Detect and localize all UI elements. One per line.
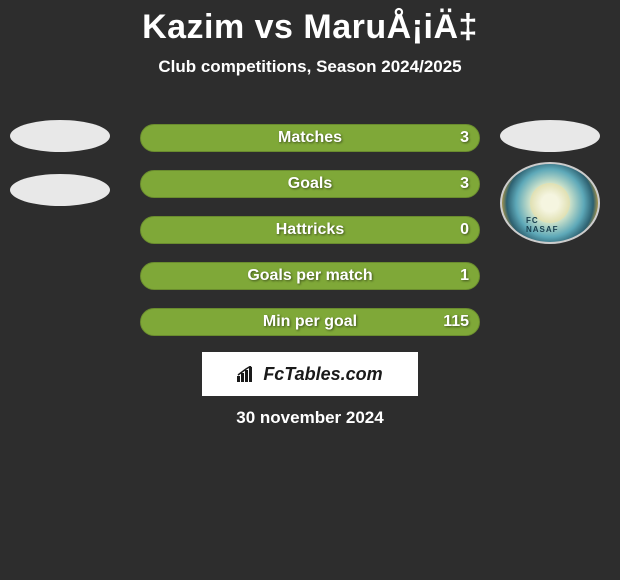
stat-label: Goals [288,175,332,193]
subtitle: Club competitions, Season 2024/2025 [0,57,620,77]
placeholder-badge [10,174,110,206]
stat-row-min-per-goal: Min per goal 115 [140,308,480,336]
club-name: FC NASAF [526,216,574,234]
page-title: Kazim vs MaruÅ¡iÄ‡ [0,0,620,47]
stat-value: 0 [460,221,469,239]
stat-row-goals: Goals 3 [140,170,480,198]
placeholder-badge [500,120,600,152]
club-logo: FC NASAF [500,162,600,244]
chart-icon [237,366,257,382]
stat-label: Min per goal [263,313,357,331]
stat-value: 3 [460,129,469,147]
stat-row-goals-per-match: Goals per match 1 [140,262,480,290]
date-text: 30 november 2024 [0,408,620,428]
stat-value: 1 [460,267,469,285]
stat-label: Hattricks [276,221,344,239]
stats-panel: Matches 3 Goals 3 Hattricks 0 Goals per … [140,124,480,354]
placeholder-badge [10,120,110,152]
brand-text: FcTables.com [263,364,382,385]
stat-label: Goals per match [247,267,372,285]
stat-label: Matches [278,129,342,147]
stat-row-hattricks: Hattricks 0 [140,216,480,244]
right-team-badges: FC NASAF [500,120,600,244]
stat-value: 115 [443,313,469,331]
brand-badge: FcTables.com [202,352,418,396]
left-team-badges [10,120,110,228]
stat-row-matches: Matches 3 [140,124,480,152]
stat-value: 3 [460,175,469,193]
